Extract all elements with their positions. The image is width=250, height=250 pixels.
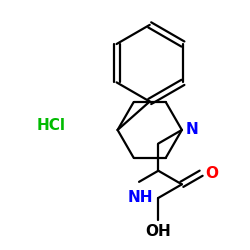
Text: OH: OH bbox=[146, 224, 171, 239]
Text: NH: NH bbox=[128, 190, 153, 206]
Text: N: N bbox=[186, 122, 198, 138]
Text: HCl: HCl bbox=[36, 118, 65, 132]
Text: O: O bbox=[205, 166, 218, 181]
